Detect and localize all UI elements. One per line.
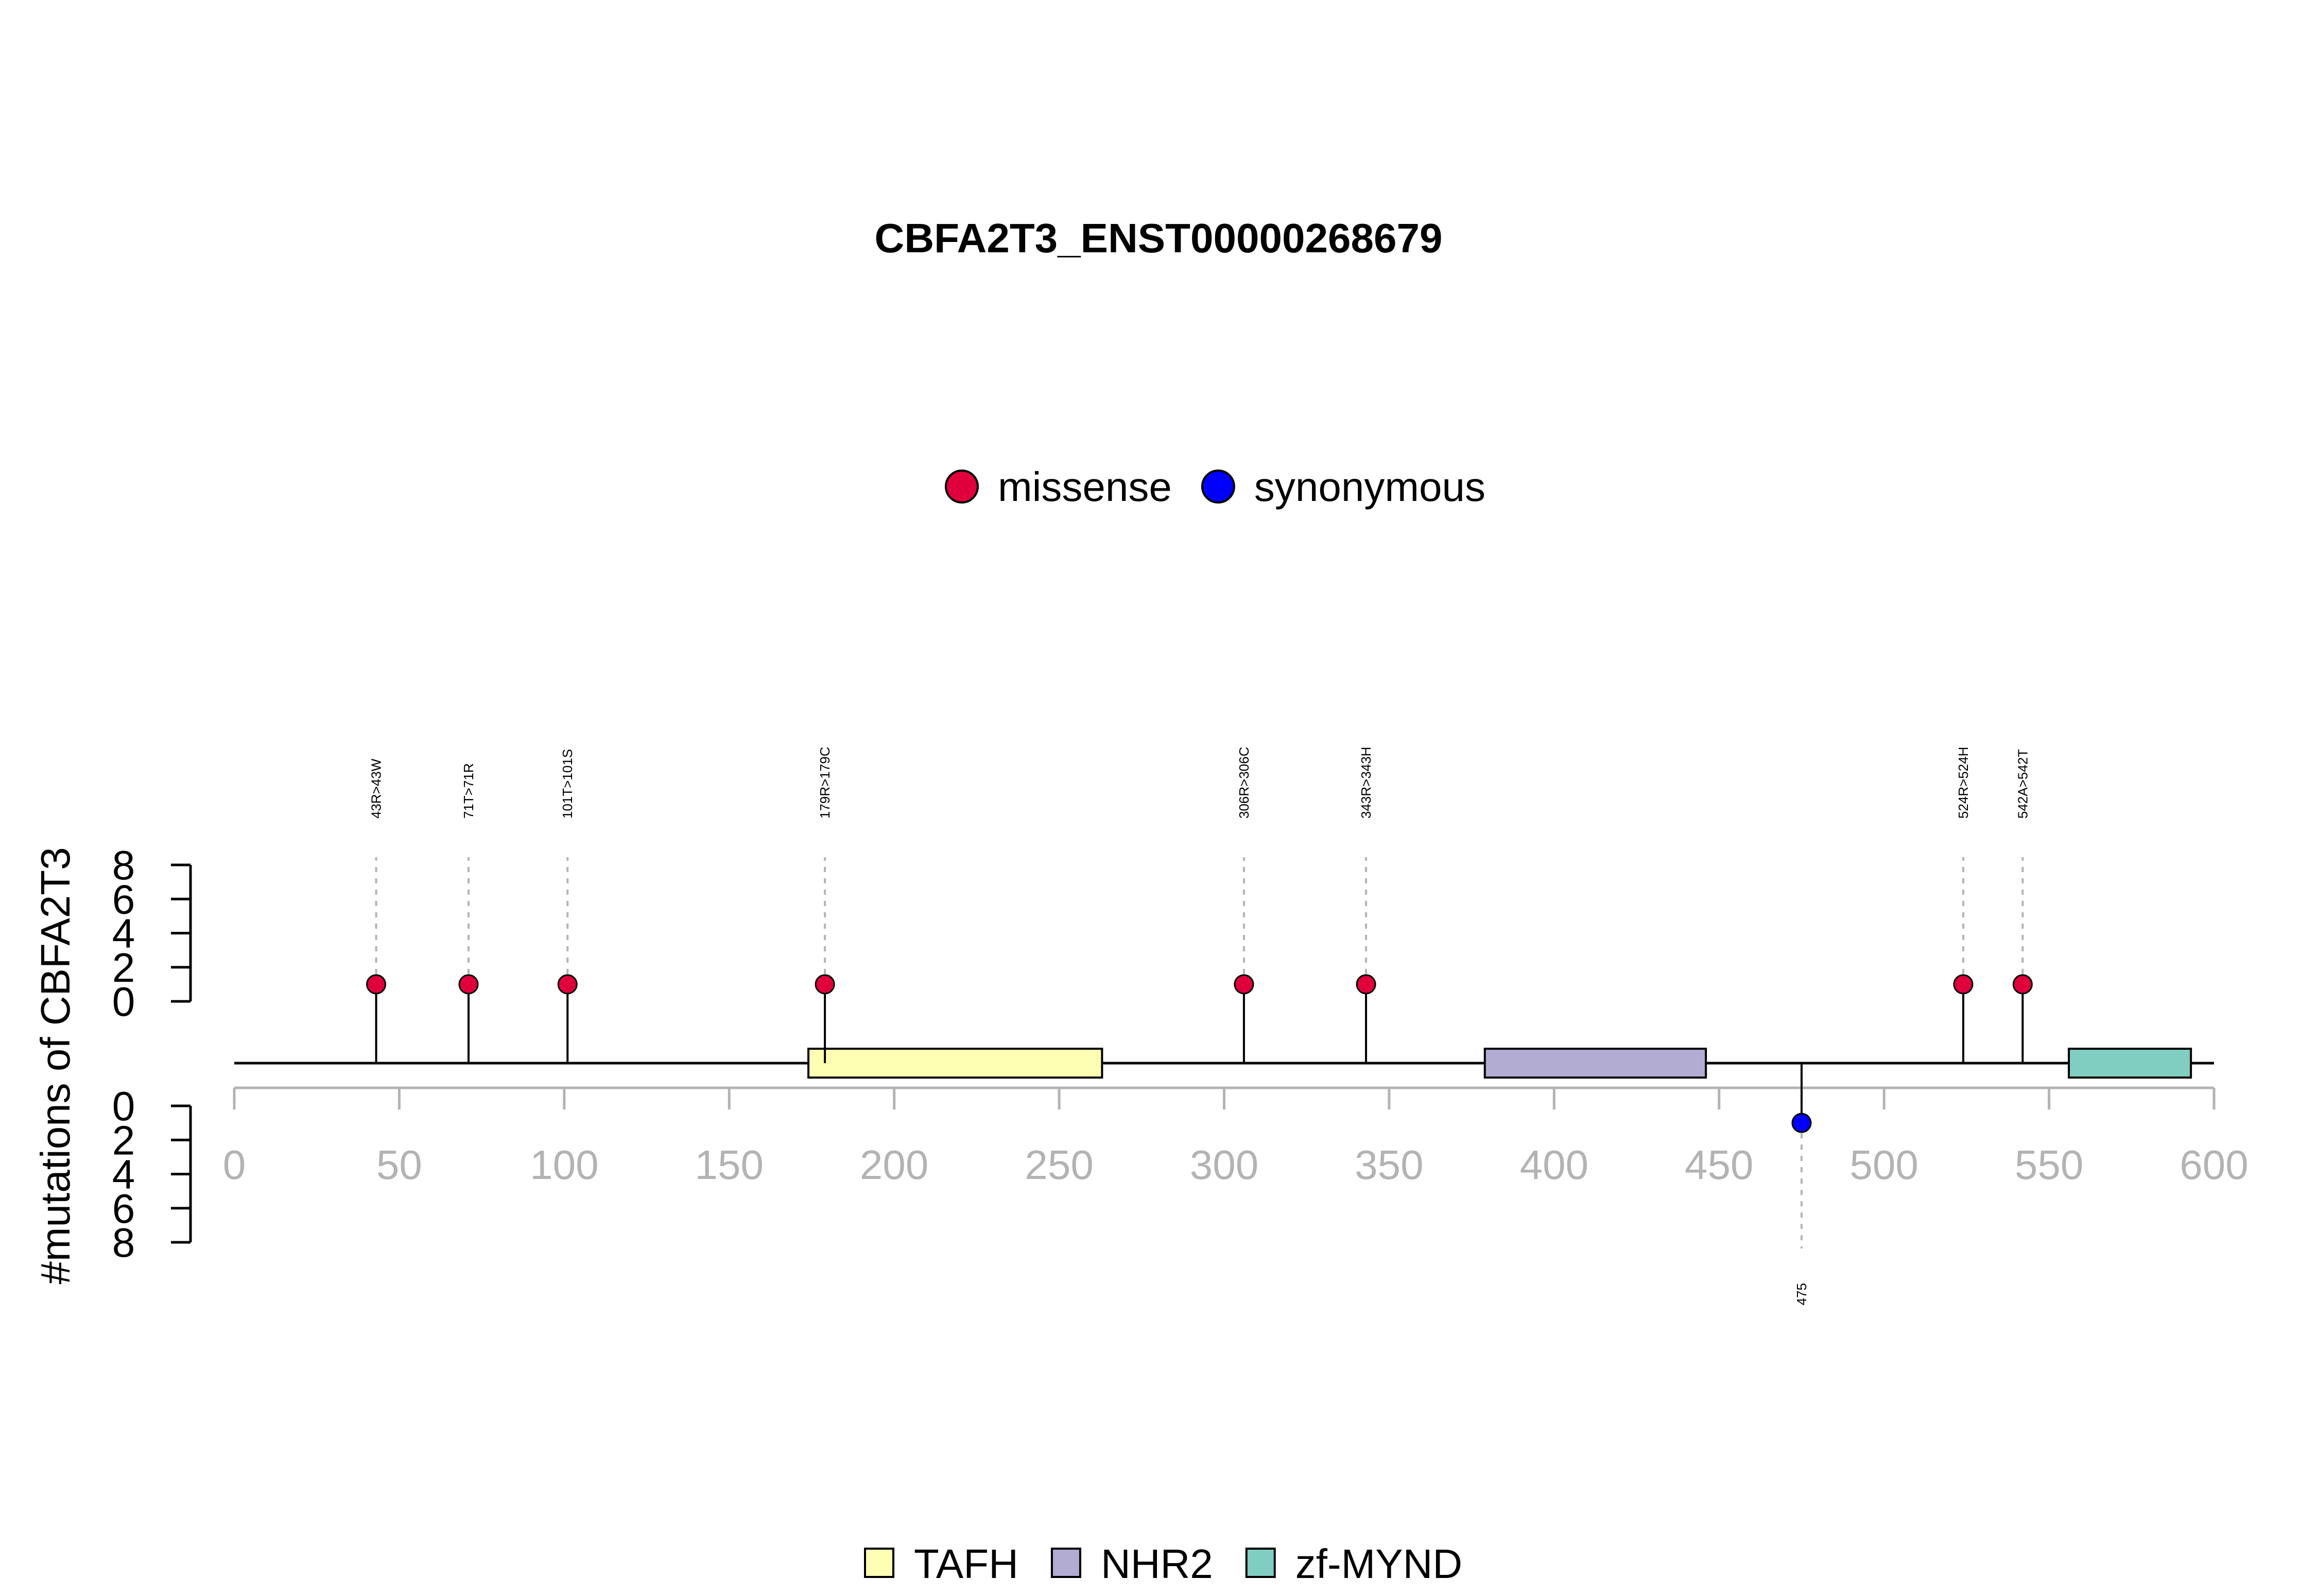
x-tick-label: 500 (1849, 1142, 1918, 1188)
mutation-label: 101T>101S (560, 749, 575, 819)
y-tick-label: 4 (112, 911, 135, 957)
legend-swatch-zf-mynd (1245, 1548, 1276, 1578)
legend-label-missense: missense (998, 464, 1172, 510)
chart-title: CBFA2T3_ENST00000268679 (875, 215, 1443, 261)
x-tick-label: 150 (695, 1142, 764, 1188)
y-tick-label: 8 (112, 842, 135, 888)
legend-swatch-tafh (864, 1548, 894, 1578)
mutation-point (1791, 1113, 1812, 1133)
x-tick-label: 550 (2015, 1142, 2083, 1188)
mutation-point (1234, 974, 1254, 995)
y-tick-label: 2 (112, 1117, 135, 1163)
mutation-missense: 343R>343H (1356, 747, 1376, 1063)
mutation-label: 524R>524H (1956, 747, 1971, 819)
mutation-label: 306R>306C (1236, 747, 1252, 819)
x-tick-label: 50 (376, 1142, 422, 1188)
domain-legend: TAFH NHR2 zf-MYND (864, 1541, 1462, 1587)
mutation-missense: 101T>101S (557, 749, 578, 1063)
domain-zf-mynd (2068, 1048, 2192, 1079)
y-tick-label: 4 (112, 1152, 135, 1198)
mutation-missense: 306R>306C (1234, 747, 1254, 1063)
mutation-point (458, 974, 479, 995)
mutation-point (1953, 974, 1974, 995)
mutation-missense: 43R>43W (366, 758, 387, 1063)
mutation-point (2012, 974, 2033, 995)
mutation-missense: 524R>524H (1953, 747, 1974, 1063)
x-tick-label: 400 (1520, 1142, 1588, 1188)
x-tick-label: 0 (223, 1142, 246, 1188)
x-tick-label: 300 (1190, 1142, 1258, 1188)
y-tick-label: 2 (112, 945, 135, 991)
legend-marker-missense (945, 470, 979, 504)
legend-label-zf-mynd: zf-MYND (1295, 1541, 1462, 1587)
domain-tafh (807, 1048, 1103, 1079)
mutation-point (557, 974, 578, 995)
y-tick-label: 0 (112, 1083, 135, 1129)
mutation-synonymous: 475 (1791, 1063, 1812, 1305)
y-tick-label: 8 (112, 1220, 135, 1265)
mutation-label: 343R>343H (1358, 747, 1374, 819)
mutation-point (366, 974, 387, 995)
legend-label-synonymous: synonymous (1254, 464, 1485, 510)
x-tick-label: 100 (530, 1142, 598, 1188)
y-tick-label: 6 (112, 876, 135, 922)
mutation-missense: 179R>179C (815, 747, 835, 1063)
mutation-missense: 542A>542T (2012, 749, 2033, 1063)
x-tick-label: 250 (1025, 1142, 1093, 1188)
mutation-label: 179R>179C (817, 747, 833, 819)
legend-label-tafh: TAFH (914, 1541, 1018, 1587)
mutation-label: 475 (1794, 1283, 1809, 1305)
legend-marker-synonymous (1201, 470, 1235, 504)
x-tick-label: 200 (860, 1142, 928, 1188)
mutation-label: 542A>542T (2015, 749, 2030, 819)
mutation-missense: 71T>71R (458, 763, 479, 1063)
y-axis-title: #mutations of CBFA2T3 (32, 847, 78, 1284)
mutation-label: 71T>71R (461, 763, 476, 819)
plot-area: 0 50 100 150 200 250 300 350 400 450 500 550 6000246… (112, 747, 2249, 1306)
mutation-point (1356, 974, 1376, 995)
legend-swatch-nhr2 (1050, 1548, 1081, 1578)
y-tick-label: 0 (112, 979, 135, 1025)
domain-nhr2 (1483, 1048, 1707, 1079)
x-axis: 0 50 100 150 200 250 300 350 400 450 500 550 600 (223, 1086, 2249, 1188)
y-tick-label: 6 (112, 1186, 135, 1231)
legend-label-nhr2: NHR2 (1101, 1541, 1213, 1587)
x-tick-label: 450 (1685, 1142, 1753, 1188)
x-tick-label: 350 (1355, 1142, 1423, 1188)
mutation-point (815, 974, 835, 995)
x-tick-label: 600 (2180, 1142, 2248, 1188)
mutation-label: 43R>43W (369, 758, 384, 819)
mutation-legend: missense synonymous (945, 464, 1485, 510)
